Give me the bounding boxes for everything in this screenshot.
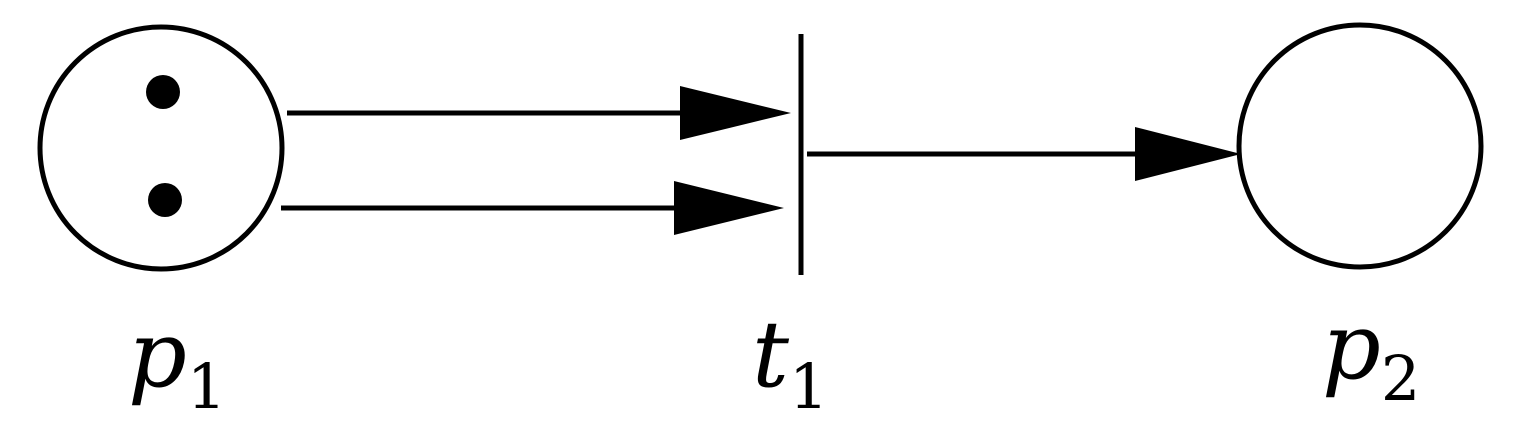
arc-p1-t1-lower	[281, 181, 784, 235]
place-p1	[37, 24, 285, 272]
place-p1-circle	[37, 24, 285, 272]
token	[146, 75, 180, 109]
arc-t1-p2	[807, 127, 1241, 181]
token	[148, 183, 182, 217]
arrowhead	[680, 86, 791, 140]
place-p1-label: p1	[128, 301, 226, 423]
arrowhead	[1135, 127, 1241, 181]
arc-p1-t1-upper	[287, 86, 791, 140]
arrowhead	[674, 181, 784, 235]
transition-t1-label: t1	[752, 301, 828, 423]
place-p2-circle	[1236, 22, 1484, 270]
place-p2-label: p2	[1322, 293, 1420, 415]
